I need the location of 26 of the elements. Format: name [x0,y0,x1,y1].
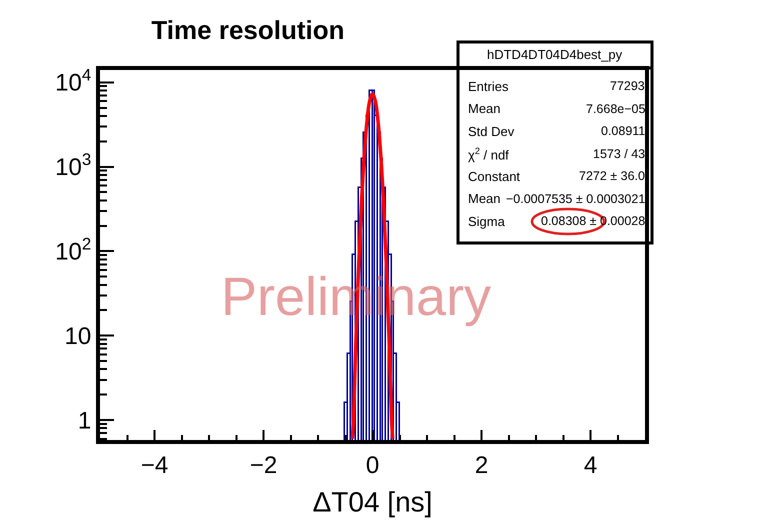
annotation: 1573 / 43 [593,147,646,161]
annotation: Constant [468,169,520,184]
annotation: Entries [468,79,509,94]
x-tick-label: −4 [140,452,168,479]
y-tick-label: 10 [64,323,92,350]
x-tick-label: 2 [474,452,488,479]
x-tick-label: 4 [584,452,598,479]
y-tick-label: 10$^{2}$ [55,234,92,266]
annotation: 0.08911 [601,124,646,138]
x-tick-label: 0 [366,452,380,479]
text: hDTD4DT04D4best_py [487,47,623,62]
annotation: Sigma [468,214,506,229]
annotation: 77293 [610,79,645,93]
annotation: Mean [468,101,501,116]
annotation: χ$^{2}$ / ndf [468,146,510,162]
annotation: Mean [468,191,501,206]
y-tick-label: 10$^{3}$ [55,150,92,182]
y-tick-label: 10$^{4}$ [55,66,92,97]
y-tick-label: 1 [78,407,92,434]
chart-title: Time resolution [151,15,345,46]
x-tick-label: −2 [250,452,278,479]
annotation: 7272 ± 36.0 [579,169,645,183]
annotation: Std Dev [468,124,515,139]
annotation: 7.668e−05 [586,102,646,116]
x-axis-title: ΔT04 [ns] [312,486,432,518]
annotation: −0.0007535 ± 0.0003021 [506,192,646,206]
